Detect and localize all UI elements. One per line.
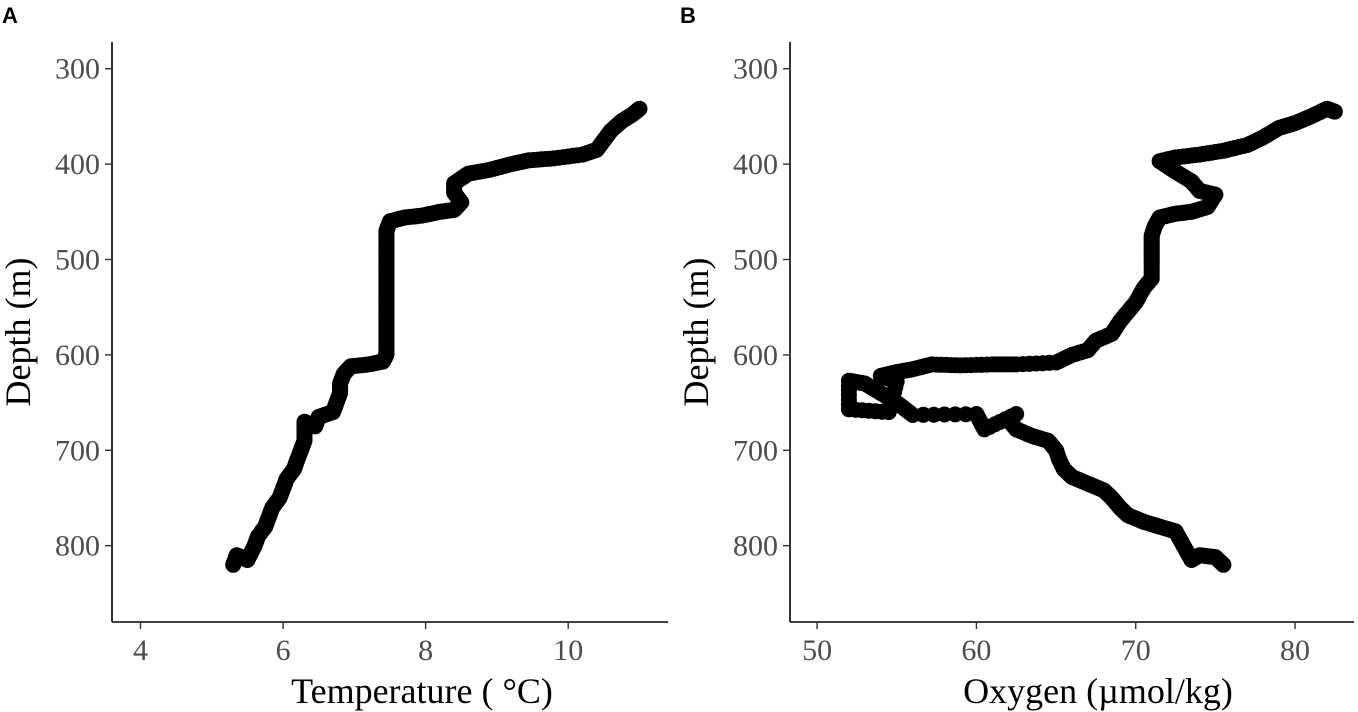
- x-axis-title-b: Oxygen (µmol/kg): [963, 671, 1233, 711]
- x-tick-label-a: 8: [418, 634, 433, 667]
- scatter-series-a: [225, 100, 648, 573]
- x-tick-label-b: 50: [802, 634, 832, 667]
- y-tick-label-b: 400: [733, 148, 778, 181]
- y-tick-label-a: 500: [55, 244, 100, 277]
- axis-ticks-a: 4 6 8 10 300 400 500 600 700 800: [55, 53, 583, 667]
- x-tick-label-a: 4: [133, 634, 148, 667]
- y-tick-label-a: 700: [55, 434, 100, 467]
- y-tick-label-b: 700: [733, 434, 778, 467]
- y-tick-label-a: 800: [55, 530, 100, 563]
- x-tick-label-b: 70: [1121, 634, 1151, 667]
- y-tick-label-a: 400: [55, 148, 100, 181]
- y-tick-label-b: 500: [733, 244, 778, 277]
- panel-letter-a: A: [2, 3, 18, 28]
- scatter-series-b: [840, 100, 1343, 573]
- x-tick-label-b: 60: [961, 634, 991, 667]
- x-axis-title-a: Temperature ( °C): [291, 671, 553, 711]
- y-tick-label-a: 600: [55, 339, 100, 372]
- y-tick-label-a: 300: [55, 53, 100, 86]
- y-tick-label-b: 800: [733, 530, 778, 563]
- data-point: [631, 100, 648, 117]
- data-point: [1326, 103, 1343, 120]
- y-axis-title-a: Depth (m): [0, 258, 38, 407]
- x-tick-label-a: 6: [276, 634, 291, 667]
- y-tick-label-b: 300: [733, 53, 778, 86]
- x-tick-label-b: 80: [1280, 634, 1310, 667]
- x-tick-label-a: 10: [553, 634, 583, 667]
- y-axis-title-b: Depth (m): [676, 258, 716, 407]
- panel-a: A 4 6 8 10 300 400 500 600 700 800 Temperature ( …: [0, 3, 668, 711]
- panel-b: B 50 60 70 80 300 400 500 600 700 800 Oxygen (µmo…: [676, 3, 1354, 711]
- axis-ticks-b: 50 60 70 80 300 400 500 600 700 800: [733, 53, 1310, 667]
- y-tick-label-b: 600: [733, 339, 778, 372]
- panel-letter-b: B: [680, 3, 696, 28]
